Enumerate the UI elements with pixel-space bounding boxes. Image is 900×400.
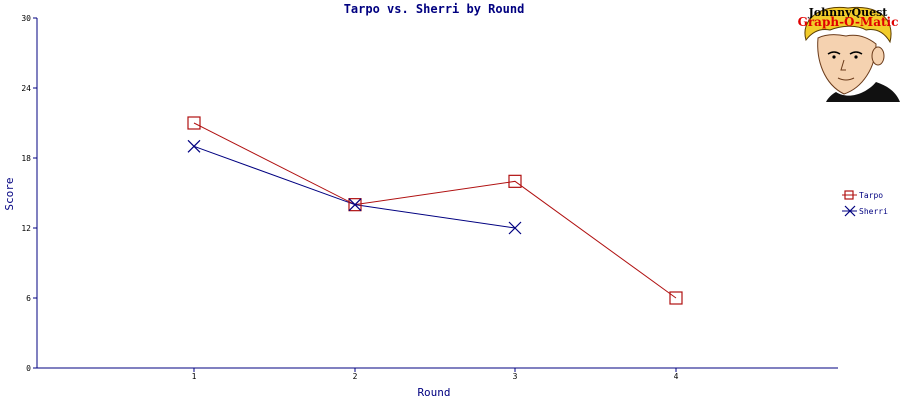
legend: Tarpo Sherri bbox=[842, 190, 888, 217]
data-point-tarpo bbox=[348, 198, 362, 212]
series-layer bbox=[187, 116, 683, 305]
data-point-tarpo bbox=[669, 291, 683, 305]
y-tick-label: 6 bbox=[26, 294, 31, 303]
data-point-sherri bbox=[348, 198, 362, 212]
data-point-sherri-stroke bbox=[348, 198, 362, 212]
y-tick-label: 30 bbox=[21, 14, 31, 23]
x-tick-label: 4 bbox=[674, 372, 679, 381]
data-point-sherri-stroke bbox=[187, 139, 201, 153]
x-axis-label: Round bbox=[417, 386, 450, 399]
data-point-tarpo bbox=[508, 174, 522, 188]
legend-marker-tarpo bbox=[844, 190, 854, 200]
x-tick-label: 3 bbox=[513, 372, 518, 381]
y-tick-label: 24 bbox=[21, 84, 31, 93]
data-point-sherri bbox=[187, 139, 201, 153]
series-line-tarpo bbox=[193, 122, 677, 299]
logo-title-line1: JohnnyQuest bbox=[808, 6, 889, 19]
data-point-sherri-stroke bbox=[508, 221, 522, 235]
axes bbox=[36, 18, 838, 369]
x-tick-label: 2 bbox=[353, 372, 358, 381]
data-point-sherri bbox=[508, 221, 522, 235]
legend-label-tarpo: Tarpo bbox=[859, 191, 883, 200]
y-ticks: 0 6 12 18 24 30 bbox=[21, 14, 37, 373]
y-tick-label: 18 bbox=[21, 154, 31, 163]
x-ticks: 1 2 3 4 bbox=[192, 368, 679, 381]
chart-title: Tarpo vs. Sherri by Round bbox=[344, 2, 525, 16]
logo-title-line2: Graph-O-Matic bbox=[798, 15, 899, 29]
data-point-tarpo bbox=[187, 116, 201, 130]
johnny-quest-logo: JohnnyQuest Graph-O-Matic bbox=[798, 6, 900, 102]
legend-label-sherri: Sherri bbox=[859, 207, 888, 216]
y-tick-label: 12 bbox=[21, 224, 31, 233]
y-tick-label: 0 bbox=[26, 364, 31, 373]
y-axis-label: Score bbox=[3, 177, 16, 210]
legend-marker-stroke bbox=[844, 205, 856, 217]
x-tick-label: 1 bbox=[192, 372, 197, 381]
series-line-sherri bbox=[193, 145, 516, 229]
legend-marker-sherri bbox=[844, 205, 856, 217]
